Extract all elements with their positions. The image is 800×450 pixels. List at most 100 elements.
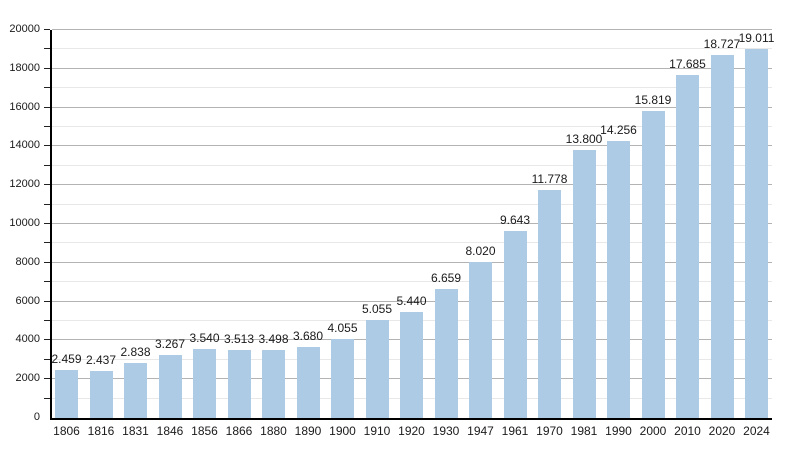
bar-value-label: 3.540: [189, 331, 220, 346]
y-tick-label: 16000: [9, 100, 40, 113]
bar: [193, 349, 216, 418]
gridline-major: [52, 223, 772, 224]
bar-slot: 5.440 1920: [396, 30, 426, 438]
y-tick-label: 12000: [9, 178, 40, 191]
x-tick-label: 2020: [708, 424, 736, 438]
gridline-major: [52, 67, 772, 69]
gridline-major: [52, 106, 772, 108]
x-tick-label: 1866: [225, 424, 253, 438]
bar: [262, 350, 285, 418]
gridline-minor: [52, 126, 772, 127]
bar-value-label: 2.459: [51, 352, 82, 367]
bar: [572, 150, 596, 418]
bar-slot: 2.437 1816: [86, 30, 116, 438]
y-axis-tick: [44, 203, 50, 205]
bar: [607, 141, 630, 418]
bar: [676, 74, 699, 418]
y-axis-tick: [44, 29, 50, 30]
y-axis-tick: [44, 145, 50, 147]
x-tick-label: 1900: [329, 424, 356, 438]
x-tick-label: 1981: [570, 424, 598, 438]
x-tick-label: 1880: [260, 424, 287, 438]
bar: [55, 370, 78, 418]
gridline-minor: [52, 242, 772, 244]
y-axis-tick: [44, 281, 50, 283]
y-tick-label: 18000: [9, 61, 40, 74]
bar-value-label: 11.778: [531, 171, 568, 186]
bar-slot: 6.659 1930: [431, 30, 461, 438]
y-tick-label: 6000: [15, 294, 40, 307]
y-axis-tick: [44, 378, 50, 380]
bar-slot: 2.838 1831: [120, 30, 150, 438]
x-tick-label: 1890: [294, 424, 322, 438]
x-tick-label: 1806: [53, 424, 80, 438]
bar-value-label: 13.800: [565, 132, 603, 147]
bar-slot: 19.011 2024: [739, 30, 775, 438]
y-tick-label: 0: [33, 411, 40, 423]
gridline-minor: [52, 281, 772, 283]
y-axis-tick: [44, 106, 50, 108]
bar: [124, 362, 147, 418]
bar: [538, 189, 561, 418]
y-tick-label: 4000: [15, 333, 40, 346]
bar-value-label: 17.685: [669, 56, 706, 71]
bar: [400, 312, 423, 418]
bar: [434, 288, 458, 418]
gridline-minor: [52, 203, 772, 205]
bar-slot: 13.800 1981: [566, 30, 603, 438]
y-axis-tick: [44, 87, 50, 89]
bar-value-label: 9.643: [499, 212, 531, 227]
x-tick-label: 2010: [674, 424, 701, 438]
x-tick-label: 1930: [432, 424, 460, 438]
gridline-minor: [52, 48, 772, 50]
x-tick-label: 1990: [605, 424, 632, 438]
x-tick-label: 1831: [122, 424, 149, 438]
y-tick-label: 8000: [15, 255, 40, 268]
bar-value-label: 3.267: [154, 336, 186, 351]
bars-layer: 2.459 1806 2.437 1816 2.838 1831 3.267 1846 3.54…: [51, 30, 775, 438]
y-axis-tick: [44, 261, 50, 263]
bar: [469, 262, 492, 418]
x-tick-label: 1970: [536, 424, 563, 438]
y-axis-tick: [44, 358, 50, 360]
bar-slot: 3.680 1890: [293, 30, 323, 438]
gridline-major: [52, 29, 772, 30]
bar-slot: 4.055 1900: [327, 30, 357, 438]
bar-value-label: 19.011: [738, 31, 775, 46]
x-tick-label: 1947: [467, 424, 494, 438]
y-axis-tick: [44, 67, 50, 69]
bar-slot: 15.819 2000: [635, 30, 672, 438]
bar-value-label: 14.256: [600, 123, 637, 138]
bar-slot: 3.540 1856: [189, 30, 219, 438]
bar-slot: 14.256 1990: [600, 30, 637, 438]
bar-value-label: 5.440: [396, 294, 427, 309]
bar-value-label: 6.659: [430, 270, 462, 285]
bar-value-label: 2.838: [120, 344, 151, 359]
y-tick-label: 2000: [15, 372, 40, 385]
bar-slot: 3.513 1866: [224, 30, 254, 438]
y-axis-labels: 0 2000 4000 6000 8000 10000 12000 14000 16000 180…: [0, 23, 40, 423]
gridline-minor: [52, 87, 772, 89]
x-tick-label: 2000: [639, 424, 667, 438]
bar-value-label: 15.819: [634, 93, 672, 108]
bar-value-label: 8.020: [465, 244, 496, 259]
y-tick-label: 20000: [9, 23, 40, 35]
bar-value-label: 3.498: [258, 332, 289, 347]
bar-slot: 11.778 1970: [532, 30, 568, 438]
bar: [296, 346, 320, 418]
bar-value-label: 3.680: [292, 328, 324, 343]
y-tick-label: 14000: [9, 139, 40, 152]
bar: [331, 339, 354, 418]
bar-value-label: 3.513: [223, 331, 255, 346]
x-tick-label: 1910: [363, 424, 391, 438]
bar-slot: 9.643 1961: [500, 30, 530, 438]
y-axis-tick: [44, 397, 50, 399]
gridline-major: [52, 261, 772, 263]
bar-slot: 5.055 1910: [362, 30, 392, 438]
bar-value-label: 2.437: [85, 352, 117, 367]
gridline-minor: [52, 164, 772, 166]
x-tick-label: 1961: [501, 424, 529, 438]
bar-value-label: 18.727: [703, 36, 741, 51]
y-axis-tick: [44, 48, 50, 50]
